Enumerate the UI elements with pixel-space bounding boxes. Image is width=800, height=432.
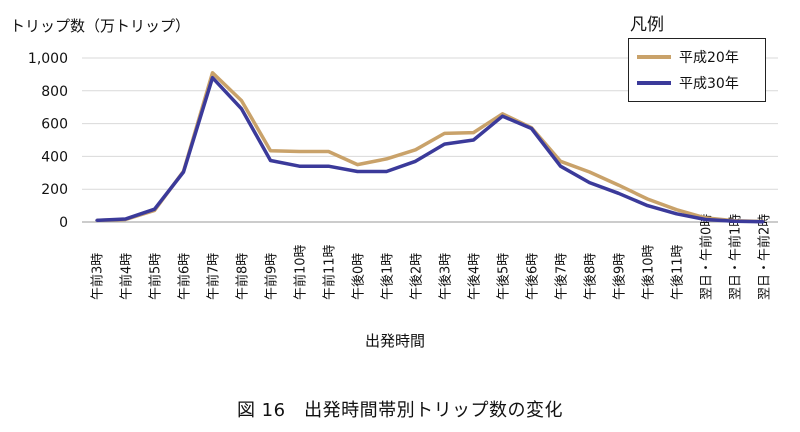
data-point bbox=[443, 142, 446, 146]
figure-caption: 図 16 出発時間帯別トリップ数の変化 bbox=[236, 400, 564, 421]
data-point bbox=[530, 127, 533, 130]
y-axis-label: トリップ数（万トリップ） bbox=[10, 17, 190, 35]
data-point bbox=[675, 212, 678, 215]
x-tick-label: 午後9時 bbox=[613, 253, 628, 300]
legend-title: 凡例 bbox=[630, 15, 664, 35]
y-tick-label: 400 bbox=[41, 149, 68, 165]
data-point bbox=[414, 148, 417, 152]
x-tick-label: 午後1時 bbox=[381, 253, 396, 300]
x-tick-label: 午後8時 bbox=[584, 253, 599, 300]
x-tick-label: 午前7時 bbox=[206, 253, 222, 300]
data-point bbox=[472, 138, 475, 142]
data-point bbox=[646, 204, 649, 207]
data-point bbox=[501, 115, 504, 118]
x-tick-label: 午前11時 bbox=[322, 244, 338, 300]
x-tick-label: 午前9時 bbox=[264, 253, 280, 300]
x-axis-ticks: 午前3時 午前4時 午前5時 午前6時 午前7時 午前8時 午前9時 午前10時 午前11時 午後… bbox=[90, 214, 773, 300]
series-line-1 bbox=[96, 75, 764, 224]
data-point bbox=[559, 160, 562, 163]
x-tick-label: 午前5時 bbox=[148, 253, 164, 300]
data-point bbox=[385, 157, 388, 161]
legend-label-h30: 平成30年 bbox=[679, 76, 739, 92]
data-point bbox=[733, 219, 736, 223]
x-tick-label: 午前4時 bbox=[119, 253, 135, 300]
x-tick-label: 午後3時 bbox=[439, 253, 454, 300]
x-tick-label: 翌日・午前1時 bbox=[728, 214, 744, 300]
series-lines bbox=[95, 71, 765, 224]
y-axis-ticks: 0 200 400 600 800 1,000 bbox=[28, 51, 68, 231]
data-point bbox=[124, 217, 127, 221]
x-tick-label: 午前3時 bbox=[90, 253, 106, 300]
x-tick-label: 午後0時 bbox=[352, 253, 367, 300]
data-point bbox=[762, 220, 765, 223]
x-tick-label: 翌日・午前2時 bbox=[757, 214, 773, 300]
data-point bbox=[617, 192, 620, 195]
y-tick-label: 1,000 bbox=[28, 51, 68, 67]
line-chart: 02004006008001,000 午前3時 午前4時 午前5時 午前6時 午前7時午… bbox=[10, 17, 778, 350]
x-tick-label: 午後10時 bbox=[642, 244, 657, 300]
data-point bbox=[617, 183, 620, 187]
x-tick-label: 午後2時 bbox=[410, 253, 425, 300]
data-point bbox=[356, 163, 359, 166]
y-tick-label: 800 bbox=[41, 84, 68, 100]
data-point bbox=[443, 132, 446, 135]
data-point bbox=[182, 170, 185, 174]
data-point bbox=[414, 160, 417, 163]
data-point bbox=[327, 150, 330, 153]
data-point bbox=[385, 170, 388, 173]
x-tick-label: 午前8時 bbox=[235, 253, 251, 300]
data-point bbox=[153, 208, 156, 211]
legend-item-h20: 平成20年 bbox=[637, 47, 739, 67]
y-tick-label: 0 bbox=[59, 215, 68, 231]
data-point bbox=[501, 112, 504, 115]
legend-item-h30: 平成30年 bbox=[637, 73, 739, 93]
y-tick-label: 600 bbox=[41, 117, 68, 133]
x-axis-label: 出発時間 bbox=[365, 332, 425, 350]
data-point bbox=[211, 71, 214, 74]
data-point bbox=[588, 170, 591, 174]
legend: 平成20年 平成30年 bbox=[628, 38, 766, 102]
legend-label-h20: 平成20年 bbox=[679, 50, 739, 66]
data-point bbox=[211, 76, 214, 79]
data-point bbox=[472, 131, 475, 134]
y-tick-label: 200 bbox=[41, 182, 68, 198]
x-tick-label: 午前10時 bbox=[293, 244, 309, 300]
x-tick-label: 午後6時 bbox=[526, 253, 541, 300]
data-point bbox=[327, 165, 330, 168]
data-point bbox=[95, 219, 98, 222]
x-tick-label: 午後7時 bbox=[555, 253, 570, 300]
data-point bbox=[559, 165, 562, 168]
x-tick-label: 午後11時 bbox=[671, 244, 686, 300]
legend-swatch-h20 bbox=[637, 55, 671, 59]
data-point bbox=[356, 170, 359, 173]
data-point bbox=[269, 149, 272, 152]
x-tick-label: 午後4時 bbox=[468, 253, 483, 300]
data-point bbox=[588, 181, 591, 184]
x-tick-label: 午前6時 bbox=[177, 253, 193, 300]
x-tick-label: 午後5時 bbox=[497, 253, 512, 300]
data-point bbox=[646, 197, 649, 201]
data-point bbox=[240, 107, 243, 111]
data-point bbox=[704, 218, 707, 221]
data-point bbox=[298, 165, 301, 168]
legend-swatch-h30 bbox=[637, 81, 671, 85]
data-point bbox=[240, 99, 243, 102]
x-tick-label: 翌日・午前0時 bbox=[699, 214, 715, 300]
data-point bbox=[269, 159, 272, 162]
data-point bbox=[298, 150, 301, 153]
data-point bbox=[675, 208, 678, 211]
